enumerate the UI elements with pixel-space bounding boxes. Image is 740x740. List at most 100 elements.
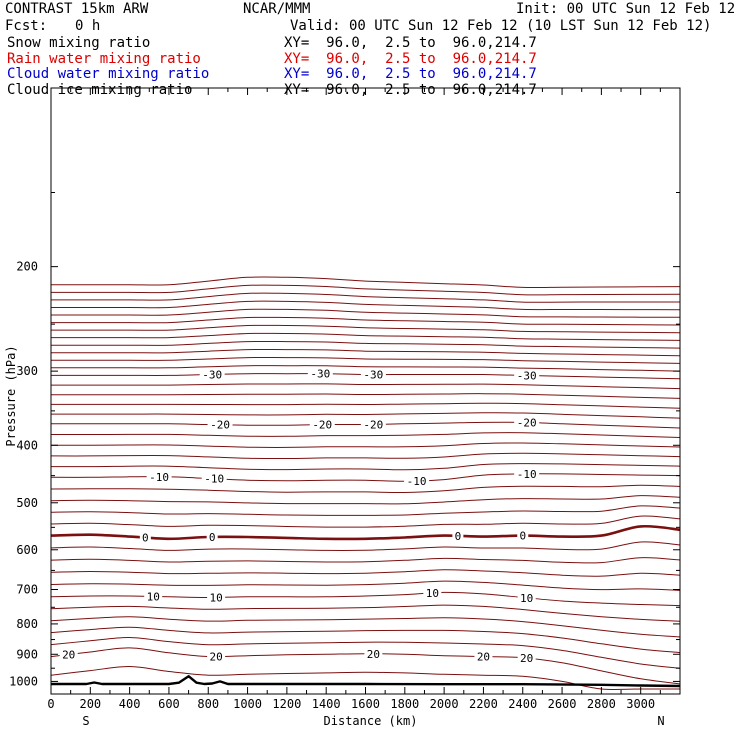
y-tick-label: 1000 [9, 674, 38, 688]
isotherm-line [51, 365, 680, 372]
field-xy: XY= 96.0, 2.5 to 96.0,214.7 [284, 66, 537, 82]
isotherm-line [51, 524, 680, 541]
valid-time: Valid: 00 UTC Sun 12 Feb 12 (10 LST Sun … [290, 18, 712, 34]
x-tick-label: 1800 [390, 697, 419, 711]
contour-label: 0 [519, 530, 526, 543]
contour-label: -30 [363, 369, 383, 382]
x-tick-label: 0 [47, 697, 54, 711]
isotherm-line [51, 665, 680, 691]
contour-label: -20 [517, 417, 537, 430]
center-title: NCAR/MMM [243, 1, 311, 17]
isotherm-line [51, 604, 680, 622]
contour-label: 0 [455, 530, 462, 543]
x-axis-label: Distance (km) [324, 714, 418, 728]
x-tick-label: 600 [158, 697, 180, 711]
contour-label-bg [514, 369, 540, 382]
field-xy: XY= 96.0, 2.5 to 96.0,214.7 [284, 35, 537, 51]
isotherm-line [51, 557, 680, 564]
contour-label-bg [364, 647, 383, 660]
contour-label-bg [452, 529, 464, 542]
contour-label-bg [423, 587, 442, 600]
contour-label: 0 [209, 531, 216, 544]
contour-label-bg [144, 590, 163, 603]
contour-label-bg [517, 591, 536, 604]
contour-label-bg [474, 650, 493, 663]
fcst-value: 0 h [75, 18, 101, 34]
isotherm-line [51, 308, 680, 318]
contour-label: 10 [209, 591, 222, 604]
contour-label: 10 [426, 587, 439, 600]
end-endpoint-label: N [657, 714, 664, 728]
contour-label: 10 [520, 592, 533, 605]
isotherm-line [51, 463, 680, 471]
isotherm-line [51, 402, 680, 409]
contour-label: 10 [147, 590, 160, 603]
contour-label: -30 [310, 368, 330, 381]
isotherm-line [51, 484, 680, 494]
contour-label-bg [146, 470, 172, 483]
isotherm-line [51, 616, 680, 638]
isotherm-line [51, 340, 680, 349]
contour-label: 20 [520, 652, 533, 665]
contour-lines [51, 276, 680, 691]
contour-label: -20 [363, 418, 383, 431]
start-endpoint-label: S [82, 714, 89, 728]
field-xy: XY= 96.0, 2.5 to 96.0,214.7 [284, 50, 537, 67]
y-tick-label: 800 [16, 617, 38, 631]
contour-label-bg [199, 368, 225, 381]
x-tick-label: 2800 [587, 697, 616, 711]
contour-label: -10 [517, 468, 537, 481]
contour-label: 20 [62, 649, 75, 662]
contour-label: 20 [367, 648, 380, 661]
isotherm-line [51, 452, 680, 460]
x-tick-label: 3000 [626, 697, 655, 711]
x-tick-label: 2000 [430, 697, 459, 711]
contour-label-bg [207, 591, 226, 604]
x-tick-label: 2400 [508, 697, 537, 711]
isotherm-line [51, 383, 680, 390]
x-tick-label: 800 [197, 697, 219, 711]
y-tick-label: 900 [16, 647, 38, 661]
x-tick-label: 1600 [351, 697, 380, 711]
contour-label: 20 [209, 650, 222, 663]
x-tick-label: 200 [79, 697, 101, 711]
contour-label: -10 [204, 473, 224, 486]
y-tick-label: 500 [16, 496, 38, 510]
isotherm-line [51, 569, 680, 577]
contour-label-bg [139, 531, 151, 544]
y-tick-label: 300 [16, 364, 38, 378]
isotherm-line [51, 442, 680, 448]
contour-label: -30 [202, 368, 222, 381]
field-name: Rain water mixing ratio [7, 50, 201, 67]
contour-label-bg [201, 472, 227, 485]
field-name: Snow mixing ratio [7, 35, 151, 51]
field-xy: XY= 96.0, 2.5 to 96.0,214.7 [284, 81, 537, 98]
y-axis-label: Pressure (hPa) [4, 345, 18, 446]
isotherm-line [51, 580, 680, 591]
isotherm-line [51, 636, 680, 669]
contour-label-bg [360, 368, 386, 381]
x-tick-label: 400 [119, 697, 141, 711]
contour-label-bg [307, 367, 333, 380]
isotherm-line [51, 432, 680, 438]
contour-label-bg [514, 467, 540, 480]
contour-label-bg [207, 650, 226, 663]
contour-label: 0 [142, 531, 149, 544]
contour-label-bg [404, 474, 430, 487]
contour-label-bg [309, 418, 335, 431]
contour-label-bg [207, 418, 233, 431]
isotherm-line [51, 626, 680, 654]
contour-label-bg [517, 529, 529, 542]
isotherm-line [51, 348, 680, 357]
contour-label-bg [59, 648, 78, 661]
contour-label-bg [514, 416, 540, 429]
isotherm-line [51, 505, 680, 516]
isotherm-line [51, 332, 680, 341]
terrain-line [51, 675, 680, 688]
y-tick-label: 600 [16, 543, 38, 557]
x-tick-label: 1200 [272, 697, 301, 711]
isotherm-line [51, 284, 680, 296]
isotherm-line [51, 276, 680, 289]
contour-label: -10 [149, 471, 169, 484]
